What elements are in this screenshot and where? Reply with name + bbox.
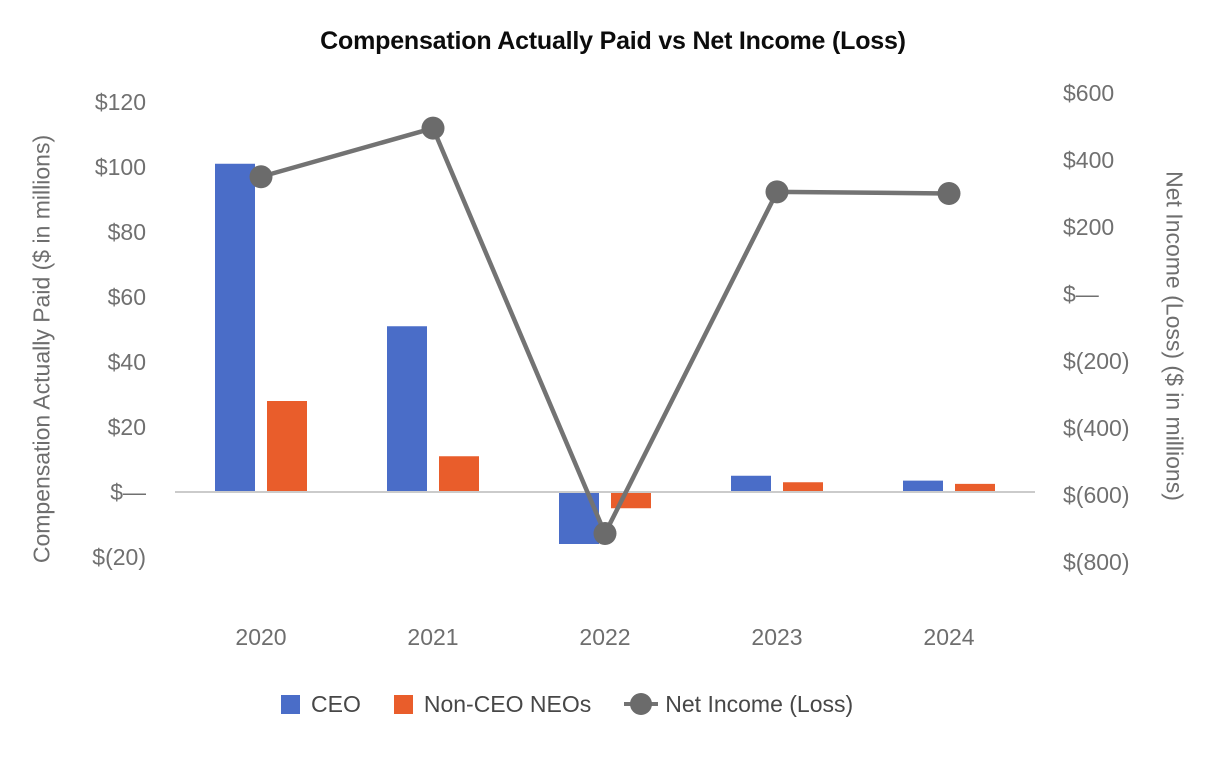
bar-ceo-2020[interactable] bbox=[215, 163, 255, 492]
bar-ceo-2024[interactable] bbox=[903, 480, 943, 492]
bar-ceo-2021[interactable] bbox=[387, 326, 427, 492]
left-axis-tick: $100 bbox=[94, 154, 146, 180]
legend-item-non-ceo-neos[interactable]: Non-CEO NEOs bbox=[393, 690, 592, 717]
x-axis-label-2021: 2021 bbox=[407, 624, 459, 650]
legend-item-net-income-loss-[interactable]: Net Income (Loss) bbox=[624, 691, 853, 717]
left-axis-tick: $80 bbox=[107, 219, 146, 245]
left-axis-tick: $120 bbox=[94, 89, 146, 115]
legend-label: Non-CEO NEOs bbox=[423, 690, 592, 717]
right-axis-tick: $(600) bbox=[1063, 482, 1130, 508]
bar-ceo-2023[interactable] bbox=[731, 475, 771, 492]
right-axis-tick: $600 bbox=[1063, 80, 1115, 106]
net-income-line bbox=[260, 125, 950, 536]
net-income-point-2023[interactable] bbox=[765, 180, 789, 204]
right-axis-tick: $(800) bbox=[1063, 549, 1130, 575]
left-axis-tick: $40 bbox=[107, 349, 146, 375]
x-axis-label-2024: 2024 bbox=[923, 624, 975, 650]
legend-label: Net Income (Loss) bbox=[665, 690, 854, 717]
chart-title: Compensation Actually Paid vs Net Income… bbox=[320, 27, 906, 55]
bar-non-ceo-neos-2023[interactable] bbox=[783, 482, 823, 492]
bar-non-ceo-neos-2021[interactable] bbox=[439, 456, 479, 492]
right-axis-tick: $400 bbox=[1063, 147, 1115, 173]
net-income-point-2021[interactable] bbox=[421, 116, 445, 140]
net-income-point-2024[interactable] bbox=[937, 182, 961, 205]
left-axis-tick: $— bbox=[110, 479, 146, 505]
legend-label: CEO bbox=[311, 690, 361, 717]
left-axis-tick: $20 bbox=[107, 414, 146, 440]
right-axis-tick: $— bbox=[1063, 281, 1099, 307]
net-income-point-2022[interactable] bbox=[593, 522, 617, 546]
right-axis-tick: $(200) bbox=[1063, 348, 1130, 374]
legend: CEO Non-CEO NEOs Net Income (Loss) bbox=[281, 691, 853, 717]
left-axis-tick: $(20) bbox=[92, 544, 146, 570]
bar-non-ceo-neos-2020[interactable] bbox=[267, 401, 307, 492]
x-axis-label-2020: 2020 bbox=[235, 624, 287, 650]
right-axis-tick: $200 bbox=[1063, 214, 1115, 240]
legend-line-marker-icon bbox=[624, 692, 659, 716]
legend-swatch bbox=[393, 694, 413, 714]
legend-swatch bbox=[281, 694, 300, 714]
right-axis-tick: $(400) bbox=[1063, 415, 1130, 441]
x-axis-label-2023: 2023 bbox=[751, 624, 803, 650]
net-income-point-2020[interactable] bbox=[249, 165, 273, 189]
bar-non-ceo-neos-2024[interactable] bbox=[955, 483, 995, 492]
left-axis-tick: $60 bbox=[107, 284, 146, 310]
legend-item-ceo[interactable]: CEO bbox=[281, 691, 361, 717]
x-axis-label-2022: 2022 bbox=[579, 624, 631, 650]
